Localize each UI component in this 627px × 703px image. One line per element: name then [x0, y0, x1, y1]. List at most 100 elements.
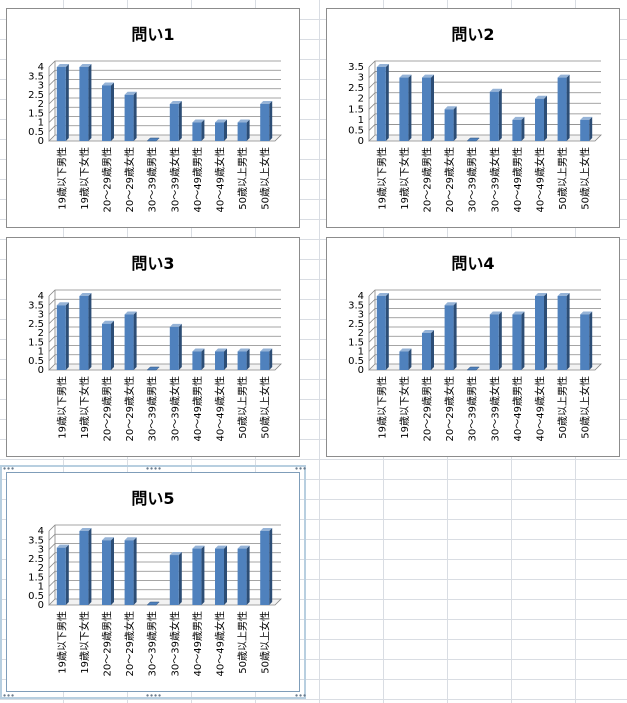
- y-tick-label: 3.5: [348, 62, 364, 73]
- bar-top: [124, 91, 137, 95]
- bar-top: [215, 545, 227, 549]
- bar-side: [408, 74, 412, 141]
- bar-top: [215, 348, 227, 352]
- chart-panel-q4[interactable]: 問い4 0 0.5 1 1.5 2 2.5 3 3.5 4 19歳以下男性 19歳以下女性 20～29…: [326, 237, 620, 457]
- x-tick-label: 20～29歳男性: [101, 611, 114, 676]
- bar-front: [422, 77, 431, 141]
- bar: [124, 91, 137, 141]
- bar-front: [535, 296, 544, 370]
- y-tick-label: 4: [38, 62, 44, 73]
- resize-handle-top[interactable]: ∙∙∙∙: [145, 464, 162, 473]
- bar-side: [224, 119, 227, 141]
- bar-front: [215, 122, 224, 141]
- bar-front: [580, 314, 590, 370]
- y-tick-label: 1.5: [348, 337, 364, 348]
- bar: [535, 293, 547, 370]
- x-tick-label: 50歳以上男性: [236, 611, 249, 674]
- bar-top: [399, 74, 412, 78]
- bar-front: [260, 104, 270, 141]
- y-tick-label: 2: [38, 563, 44, 574]
- x-tick-label: 19歳以下女性: [78, 147, 91, 210]
- bar-base: [146, 601, 160, 606]
- bar-front: [580, 119, 590, 141]
- x-tick-label: 30～39歳男性: [146, 376, 159, 441]
- bar-top: [237, 348, 250, 352]
- bar-front: [237, 548, 247, 605]
- resize-handle-bottom[interactable]: ∙∙∙∙: [145, 691, 162, 700]
- bar-side: [269, 101, 273, 141]
- chart-panel-q3[interactable]: 問い3 0 0.5 1 1.5 2 2.5 3 3.5 4 19歳以下男性 19歳以下女性 20～29…: [6, 237, 300, 457]
- chart-title-q4: 問い4: [451, 254, 495, 273]
- bar-front: [399, 77, 409, 141]
- x-tick-label: 19歳以下男性: [55, 376, 68, 439]
- bar-side: [589, 311, 593, 370]
- bar-chart-q3: 00.511.522.533.54 19歳以下男性 19歳以下女性 20～29歳男性 2…: [28, 289, 282, 441]
- bar-side: [431, 74, 434, 141]
- y-tick-label: 3: [38, 545, 44, 556]
- y-tick-label: 1: [358, 347, 364, 358]
- bar-side: [269, 528, 273, 605]
- x-tick-label: 40～49歳男性: [511, 376, 524, 441]
- bar-top: [260, 348, 273, 352]
- x-tick-label: 20～29歳女性: [123, 611, 136, 676]
- x-tick-label: 19歳以下男性: [375, 147, 388, 210]
- bar-side: [498, 311, 502, 370]
- bar: [535, 95, 547, 141]
- chart-panel-q5[interactable]: 問い5 0 0.5 1 1.5 2 2.5 3 3.5 4 19歳以下男性 19歳以下女性 20～29…: [6, 472, 300, 692]
- x-tick-label: 40～49歳女性: [214, 611, 227, 676]
- bar-side: [111, 320, 114, 370]
- bar-side: [453, 302, 457, 370]
- y-tick-label: 3.5: [28, 300, 44, 311]
- bar-top: [260, 528, 273, 531]
- chart-title-q3: 問い3: [131, 254, 175, 273]
- x-tick-label: 30～39歳男性: [466, 376, 479, 441]
- bar-front: [557, 296, 567, 370]
- bar-base: [466, 366, 480, 371]
- bar: [444, 302, 457, 370]
- bar-side: [178, 552, 182, 605]
- bar-front: [237, 351, 247, 370]
- bar: [56, 64, 69, 141]
- x-tick-label: 50歳以上女性: [579, 147, 592, 210]
- bar-base: [146, 137, 160, 142]
- bar: [466, 366, 480, 371]
- y-tick-label: 2.5: [348, 83, 364, 94]
- y-tick-label: 1.5: [28, 108, 44, 119]
- x-tick-label: 50歳以上女性: [259, 147, 272, 210]
- y-tick-label: 0.5: [348, 125, 364, 136]
- bar: [192, 348, 205, 370]
- x-tick-label: 30～39歳女性: [488, 376, 501, 441]
- y-tick-label: 1.5: [348, 104, 364, 115]
- x-tick-label: 40～49歳男性: [191, 147, 204, 212]
- chart-panel-q2[interactable]: 問い2 0 0.5 1 1.5 2 2.5 3 3.5 19歳以下男性 19歳以下女性 20～29歳…: [326, 8, 620, 228]
- x-tick-label: 19歳以下女性: [398, 147, 411, 210]
- bar: [422, 330, 434, 370]
- x-tick-label: 40～49歳女性: [214, 147, 227, 212]
- bar-top: [260, 101, 273, 104]
- bar-top: [79, 293, 92, 296]
- bar-front: [169, 555, 179, 605]
- chart-panel-q1[interactable]: 問い1 0 0.5 1 1.5 2 2.5 3 3.5 4 19歳以下男性 19歳以下女性 20～29…: [6, 8, 300, 228]
- bar-top: [444, 106, 457, 110]
- bar-top: [237, 545, 250, 549]
- bar-front: [79, 67, 89, 141]
- y-tick-label: 4: [38, 291, 44, 302]
- bar-side: [201, 545, 205, 605]
- bar-top: [169, 552, 182, 556]
- bar: [79, 293, 92, 370]
- bar-side: [178, 323, 182, 370]
- bar-front: [169, 104, 179, 141]
- bar-front: [444, 305, 454, 370]
- bar-top: [557, 293, 570, 296]
- bar: [422, 74, 434, 141]
- y-tick-label: 3: [38, 81, 44, 92]
- bar-side: [224, 545, 227, 605]
- resize-handle-bottom-left[interactable]: ∙∙∙: [2, 691, 15, 700]
- resize-handle-bottom-right[interactable]: ∙∙∙: [294, 691, 307, 700]
- resize-handle-top-right[interactable]: ∙∙∙: [294, 464, 307, 473]
- bar-front: [102, 540, 111, 605]
- x-tick-label: 19歳以下男性: [375, 376, 388, 439]
- resize-handle-top-left[interactable]: ∙∙∙: [2, 464, 15, 473]
- bar-front: [489, 314, 499, 370]
- y-tick-label: 2.5: [348, 319, 364, 330]
